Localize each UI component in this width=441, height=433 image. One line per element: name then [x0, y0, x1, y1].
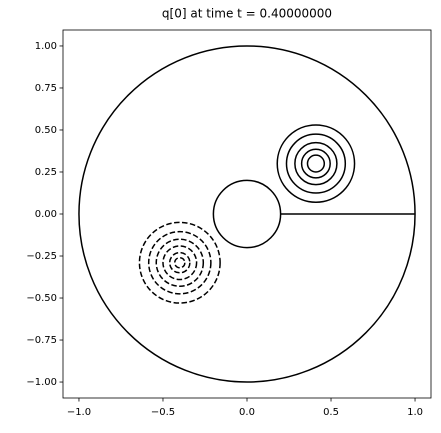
contour-line: [285, 133, 347, 194]
contour-line: [173, 256, 186, 269]
y-tick-label: −1.00: [26, 377, 57, 388]
y-tick-label: −0.25: [26, 251, 57, 262]
y-tick-label: 1.00: [35, 41, 57, 52]
y-tick-label: 0.25: [35, 167, 57, 178]
x-tick-label: 0.5: [323, 407, 339, 418]
contour-line: [276, 124, 356, 203]
x-tick-label: 1.0: [407, 407, 423, 418]
x-tick-label: 0.0: [239, 407, 255, 418]
y-tick-label: 0.50: [35, 125, 57, 136]
x-tick-label: −0.5: [151, 407, 175, 418]
contour-line: [147, 230, 212, 295]
chart-title: q[0] at time t = 0.40000000: [162, 7, 332, 21]
x-tick-label: −1.0: [67, 407, 91, 418]
contour-line: [294, 141, 338, 186]
y-tick-label: 0.75: [35, 83, 57, 94]
contour-line: [138, 221, 221, 304]
contour-line: [306, 154, 326, 173]
contour-line: [300, 148, 331, 179]
y-tick-label: −0.75: [26, 335, 57, 346]
inner-boundary: [212, 179, 282, 249]
contour-line: [162, 245, 198, 281]
contour-line: [168, 251, 191, 274]
y-tick-label: −0.50: [26, 293, 57, 304]
y-tick-label: 0.00: [35, 209, 57, 220]
contour-line: [155, 238, 205, 288]
